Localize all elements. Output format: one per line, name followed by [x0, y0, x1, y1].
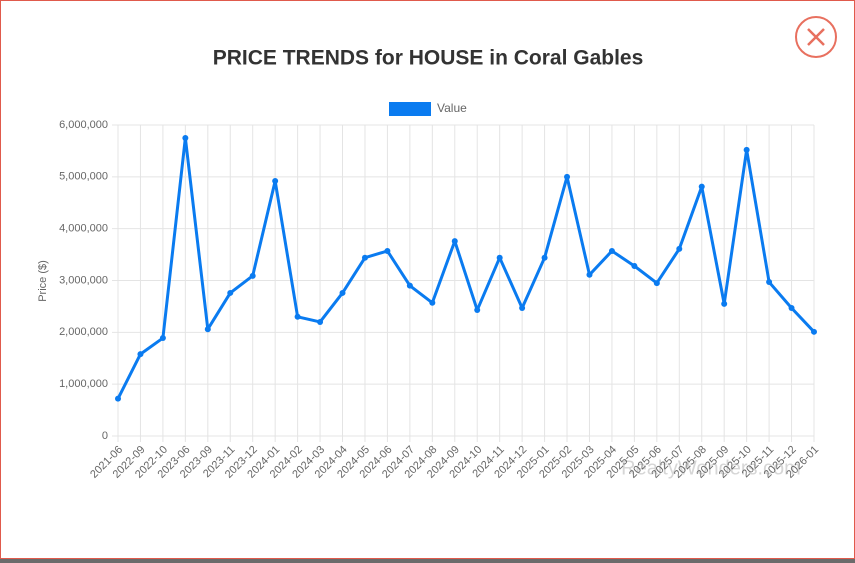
y-tick-label: 3,000,000 [59, 274, 108, 286]
point [429, 299, 436, 306]
point [474, 307, 481, 314]
point [384, 247, 391, 254]
y-tick-label: 5,000,000 [59, 171, 108, 183]
point [721, 300, 728, 307]
y-axis-label: Price ($) [37, 260, 49, 302]
point [676, 245, 683, 252]
point [541, 254, 548, 261]
line [116, 136, 816, 400]
point [811, 328, 817, 335]
point [788, 304, 795, 311]
point [227, 289, 234, 296]
point [115, 395, 121, 402]
point [564, 173, 571, 180]
point [743, 146, 750, 153]
point [272, 177, 279, 184]
watermark: RealtyWonders.com [621, 457, 801, 479]
point [339, 289, 346, 296]
point [698, 183, 705, 190]
point [294, 313, 301, 320]
point [766, 279, 773, 286]
y-tick-label: 2,000,000 [59, 326, 108, 338]
point [406, 282, 413, 289]
chart-title: PRICE TRENDS for HOUSE in Coral Gables [213, 47, 644, 70]
legend-label: Value [437, 101, 467, 115]
point [159, 335, 166, 342]
y-tick-label: 6,000,000 [59, 119, 108, 131]
close-button[interactable] [795, 16, 837, 58]
point [608, 247, 615, 254]
point [249, 272, 256, 279]
close-icon[interactable] [807, 28, 825, 46]
point [496, 254, 503, 261]
legend-swatch [389, 102, 431, 116]
point [317, 318, 324, 325]
point [204, 326, 211, 333]
y-tick-label: 0 [102, 430, 108, 442]
point [451, 238, 458, 245]
y-tick-label: 4,000,000 [59, 223, 108, 235]
point [586, 271, 593, 278]
point [519, 304, 526, 311]
y-tick-label: 1,000,000 [59, 378, 108, 390]
point [653, 280, 660, 287]
point [182, 134, 189, 141]
point [137, 351, 144, 358]
point [361, 254, 368, 261]
point [631, 262, 638, 269]
